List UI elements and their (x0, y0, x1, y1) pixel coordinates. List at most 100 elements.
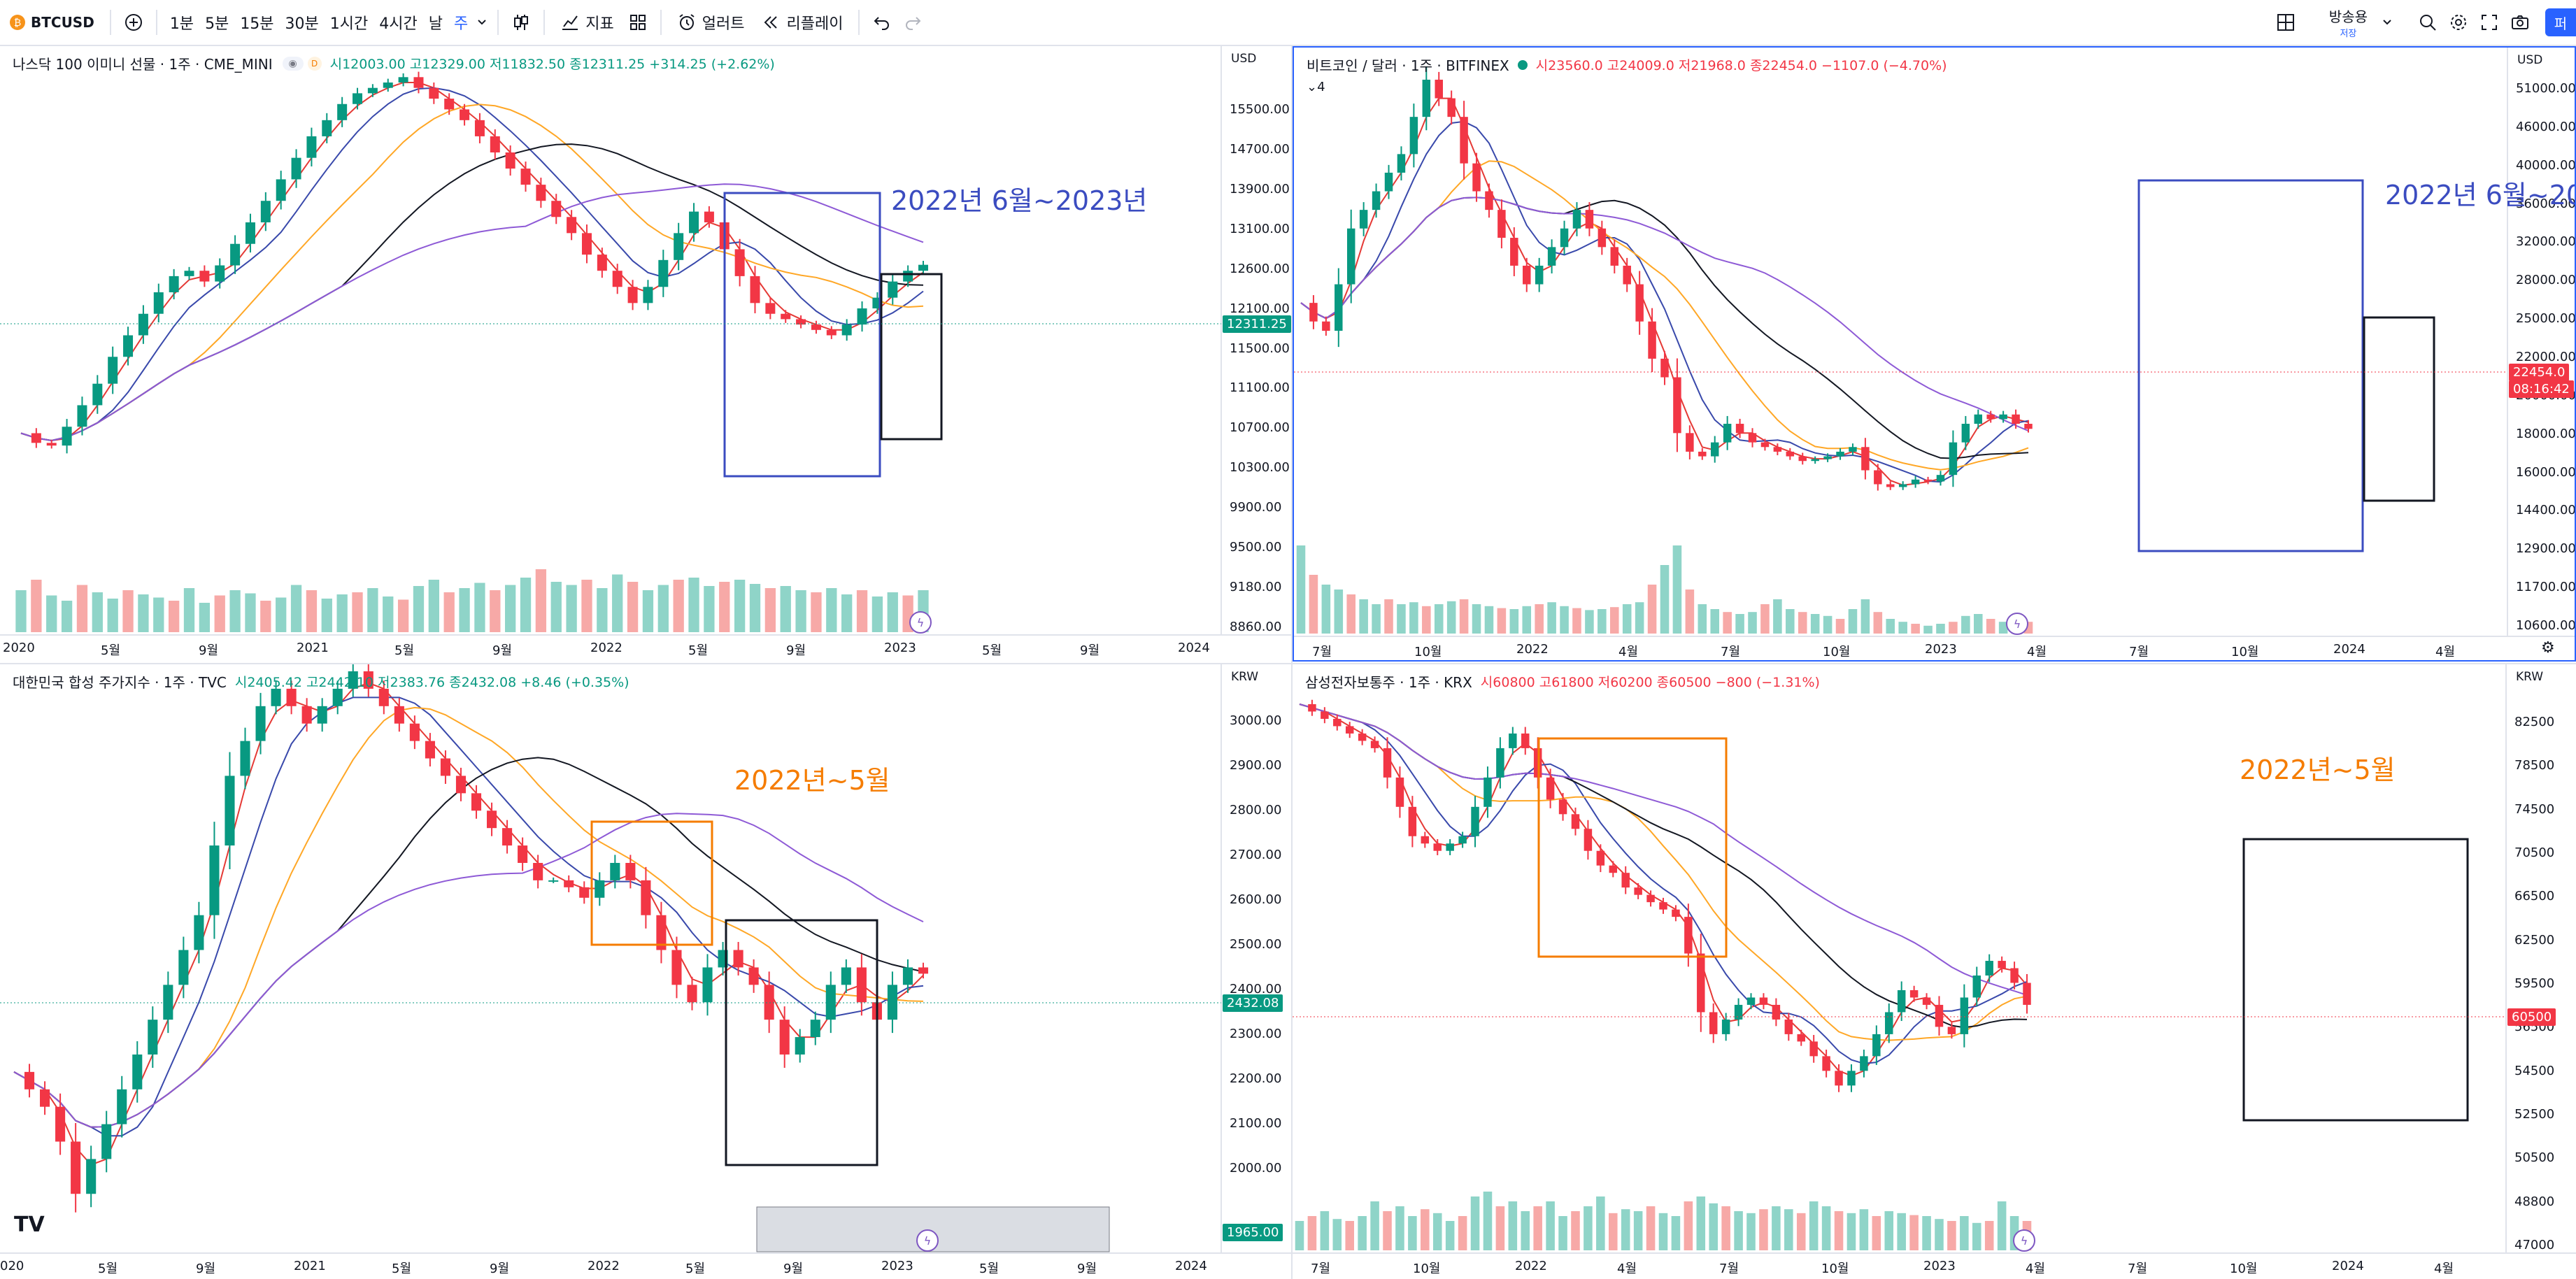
volume-bar (1359, 599, 1368, 634)
gear-icon[interactable]: ⚙ (2541, 639, 2555, 657)
time-tick-label: 020 (0, 1259, 24, 1273)
chevron-down-icon[interactable] (2379, 7, 2396, 38)
alert-button[interactable]: 얼러트 (669, 0, 753, 45)
interval-button[interactable]: 4시간 (379, 15, 418, 33)
time-tick-label: 10월 (2231, 645, 2259, 659)
interval-button[interactable]: 1시간 (329, 15, 369, 33)
volume-bar (871, 596, 883, 632)
pane-divider[interactable] (1291, 46, 1293, 1279)
compare-add-icon[interactable] (118, 7, 149, 38)
interval-button[interactable]: 주 (454, 15, 469, 33)
candle-body (1648, 321, 1656, 359)
volume-bar (688, 578, 699, 632)
candle-body (1435, 79, 1443, 99)
chart-pane-nasdaq[interactable]: 나스닥 100 이미니 선물 · 1주 · CME_MINI ◉ D 시12003.0… (0, 46, 1291, 662)
volume-bar (856, 590, 868, 632)
interval-button[interactable]: 15분 (240, 15, 274, 33)
chart-pane-samsung[interactable]: 삼성전자보통주 · 1주 · KRX 시60800 고61800 저60200 종… (1293, 663, 2576, 1279)
chart-legend[interactable]: 삼성전자보통주 · 1주 · KRX 시60800 고61800 저60200 종… (1305, 671, 1820, 692)
volume-bar (1974, 614, 1983, 634)
candle-body (841, 967, 851, 985)
last-price-tag: 60500 (2507, 1008, 2556, 1026)
separator (660, 10, 662, 35)
volume-bar (413, 586, 425, 632)
search-icon[interactable] (2412, 7, 2443, 38)
symbol-search[interactable]: ₿ BTCUSD (0, 0, 103, 45)
volume-bar (214, 595, 225, 632)
candle-body (117, 1089, 127, 1124)
candle-body (825, 985, 836, 1020)
candle-body (1584, 829, 1593, 851)
candle-body (1849, 447, 1857, 452)
candle-body (702, 967, 713, 1003)
time-tick-label: 10월 (1413, 1262, 1441, 1276)
volume-bar (749, 584, 761, 632)
volume-bar (1647, 585, 1657, 634)
volume-bar (46, 595, 57, 632)
interval-button[interactable]: 30분 (285, 15, 319, 33)
price-tick-label: 25000.00 (2516, 311, 2576, 327)
candle-body (1773, 447, 1782, 452)
moving-average-line (1299, 703, 2028, 1029)
interval-button[interactable]: 1분 (169, 15, 194, 33)
last-price-tag: 12311.25 (1223, 315, 1291, 333)
undo-icon[interactable] (867, 7, 897, 38)
time-tick-label: 10월 (1823, 645, 1851, 659)
volume-bar (1497, 608, 1507, 634)
chart-pane-kospi[interactable]: 대한민국 합성 주가지수 · 1주 · TVC 시2405.42 고2442.10… (0, 663, 1291, 1279)
moving-average-line (20, 87, 924, 442)
currency-selector[interactable]: USD (1231, 52, 1257, 66)
time-tick-label: 5월 (101, 643, 121, 658)
price-tick-label: 66500 (2514, 889, 2555, 904)
candle-body (810, 1020, 820, 1038)
lightning-icon[interactable]: ϟ (2006, 613, 2028, 635)
templates-icon[interactable] (622, 7, 653, 38)
chart-pane-bitcoin[interactable]: 비트코인 / 달러 · 1주 · BITFINEX 시23560.0 고24009… (1293, 46, 2576, 662)
candle-body (502, 828, 513, 846)
time-tick-label: 9월 (783, 1262, 804, 1276)
price-tick-label: 11500.00 (1230, 341, 1290, 356)
candle-body (474, 120, 485, 136)
redo-icon[interactable] (897, 7, 928, 38)
candle-body (487, 810, 497, 829)
price-tick-label: 74500 (2514, 801, 2555, 817)
indicators-button[interactable]: 지표 (552, 0, 622, 45)
layout-name-button[interactable]: 방송용 저장 (2329, 6, 2368, 39)
currency-selector[interactable]: KRW (2516, 670, 2544, 684)
currency-selector[interactable]: USD (2517, 53, 2543, 67)
lightning-icon[interactable]: ϟ (916, 1229, 939, 1252)
lightning-icon[interactable]: ϟ (2013, 1229, 2035, 1252)
lightning-icon[interactable]: ϟ (909, 611, 932, 634)
volume-bar (612, 574, 623, 632)
indicator-toggle[interactable]: ⌄ 4 (1307, 80, 1325, 94)
candle-body (1560, 228, 1569, 248)
annotation-text: 2022년 6월~2023년 (2385, 180, 2575, 210)
candle-style-icon[interactable] (506, 7, 536, 38)
volume-bar (1509, 609, 1519, 634)
volume-bar (1984, 1221, 1994, 1250)
candle-body (2024, 424, 2033, 429)
candle-body (86, 1159, 97, 1194)
fullscreen-icon[interactable] (2474, 7, 2505, 38)
volume-bar (795, 590, 806, 632)
layout-grid-icon[interactable] (2270, 7, 2301, 38)
volume-bar (1935, 1219, 1944, 1250)
camera-icon[interactable] (2505, 7, 2535, 38)
chart-legend[interactable]: 대한민국 합성 주가지수 · 1주 · TVC 시2405.42 고2442.10… (13, 671, 629, 692)
interval-button[interactable]: 날 (428, 15, 443, 33)
chevron-down-icon[interactable] (474, 7, 490, 38)
moving-average-line (13, 682, 924, 1166)
currency-selector[interactable]: KRW (1231, 670, 1259, 684)
replay-button[interactable]: 리플레이 (753, 0, 851, 45)
candle-body (394, 706, 404, 724)
candle-body (169, 276, 179, 292)
interval-button[interactable]: 5분 (205, 15, 229, 33)
chart-legend[interactable]: 나스닥 100 이미니 선물 · 1주 · CME_MINI ◉ D 시12003.0… (13, 53, 775, 73)
volume-bar (1584, 1206, 1593, 1250)
candle-body (1596, 850, 1605, 866)
gear-icon[interactable] (2443, 7, 2474, 38)
time-tick-label: 5월 (688, 643, 709, 658)
publish-button[interactable]: 퍼 (2545, 8, 2576, 36)
visibility-icon[interactable]: ◉ (282, 56, 304, 71)
chart-legend[interactable]: 비트코인 / 달러 · 1주 · BITFINEX 시23560.0 고24009… (1307, 55, 1947, 94)
